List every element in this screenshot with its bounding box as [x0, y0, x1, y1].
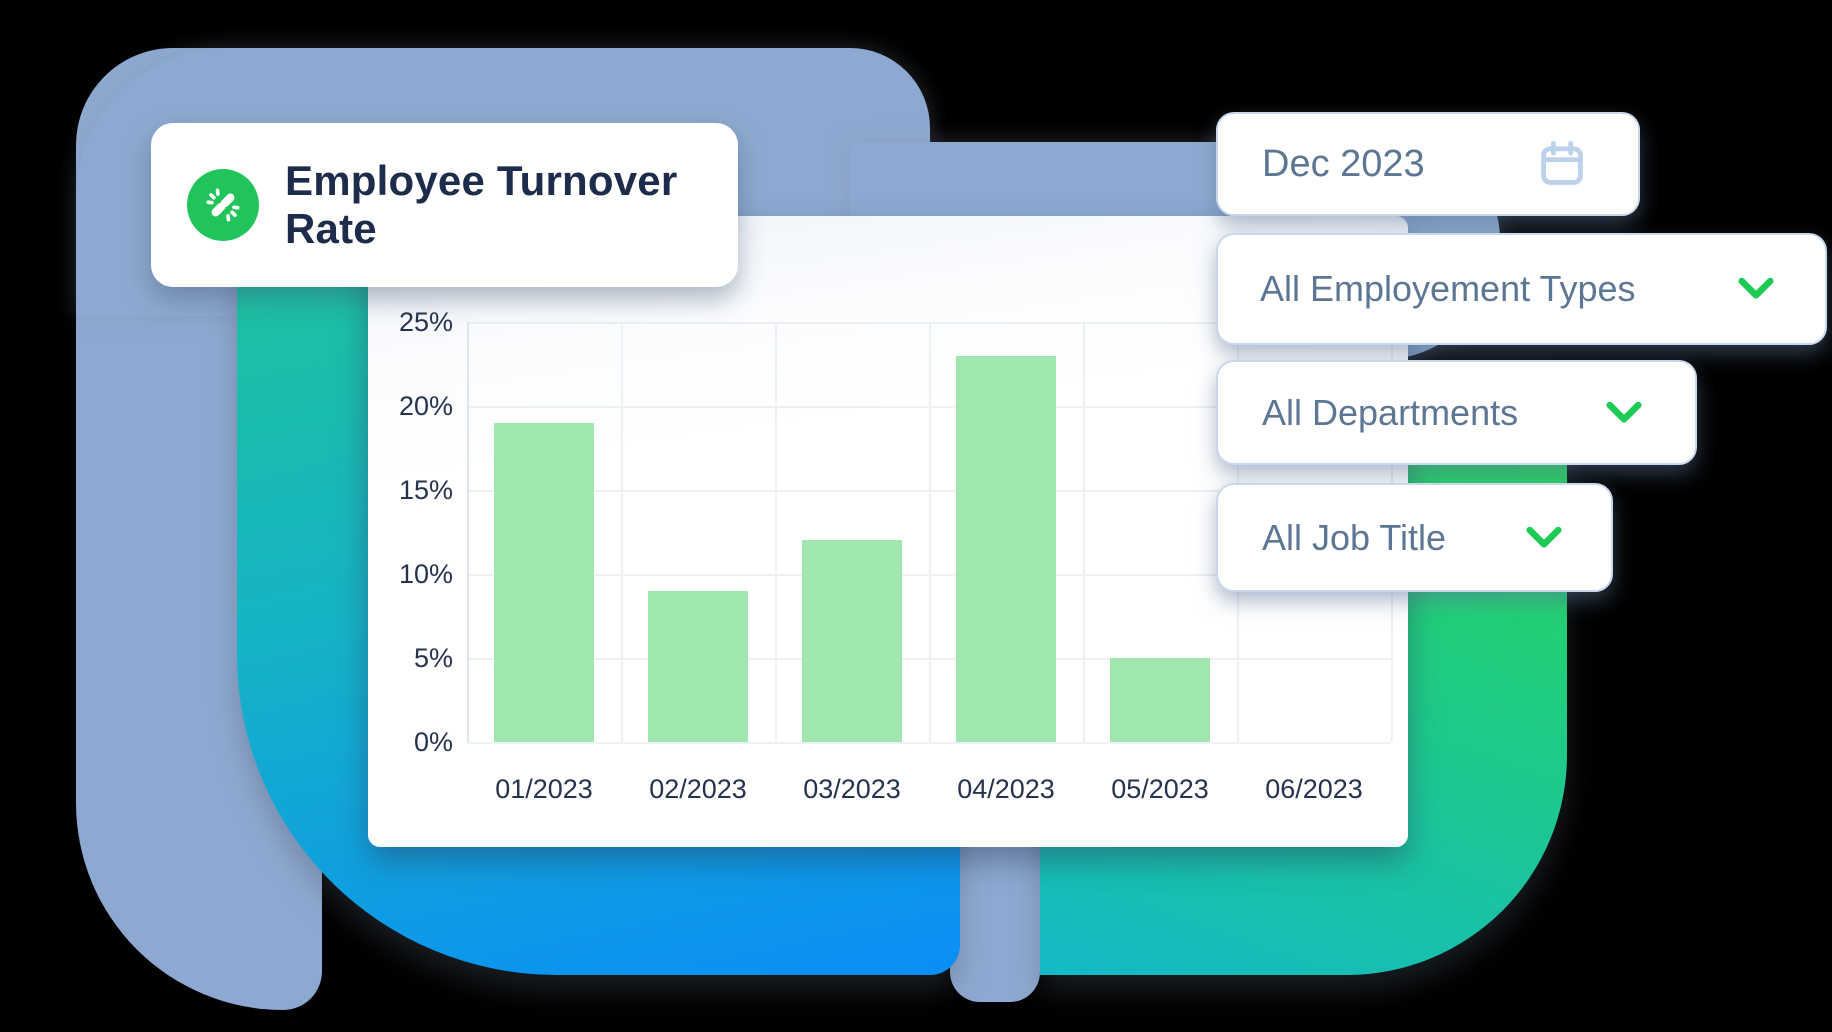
gridline-vertical: [621, 322, 623, 742]
y-tick-label: 25%: [398, 307, 453, 337]
gridline-vertical: [775, 322, 777, 742]
chevron-down-icon: [1738, 277, 1774, 299]
x-tick-label: 06/2023: [1265, 774, 1363, 804]
calendar-icon: [1541, 140, 1583, 185]
bar-chart: 25% 20% 15% 10% 5% 0% 01/2023 02/2023 03/2023 04/…: [368, 216, 1408, 847]
job-title-dropdown[interactable]: All Job Title: [1216, 483, 1613, 592]
x-tick-label: 03/2023: [803, 774, 901, 804]
x-tick-label: 04/2023: [957, 774, 1055, 804]
y-tick-label: 20%: [398, 391, 453, 421]
y-tick-label: 10%: [398, 559, 453, 589]
x-tick-label: 05/2023: [1111, 774, 1209, 804]
y-tick-label: 15%: [398, 475, 453, 505]
x-tick-label: 02/2023: [649, 774, 747, 804]
chart-bar: [648, 591, 748, 742]
employment-types-label: All Employement Types: [1260, 268, 1636, 309]
departments-label: All Departments: [1262, 391, 1519, 433]
date-filter-label: Dec 2023: [1262, 142, 1425, 185]
y-axis-line: [467, 322, 469, 742]
date-filter[interactable]: Dec 2023: [1216, 112, 1640, 216]
gridline-vertical: [929, 322, 931, 742]
page-title: Employee Turnover Rate: [285, 157, 678, 252]
chart-bar: [956, 356, 1056, 742]
x-tick-label: 01/2023: [495, 774, 593, 804]
employment-types-dropdown[interactable]: All Employement Types: [1216, 233, 1827, 345]
chart-bar: [802, 540, 902, 742]
gridline-horizontal: [467, 742, 1391, 744]
chevron-down-icon: [1526, 526, 1562, 548]
departments-dropdown[interactable]: All Departments: [1216, 360, 1697, 465]
chart-bar: [1110, 658, 1210, 742]
y-tick-label: 5%: [413, 643, 453, 673]
chevron-down-icon: [1606, 401, 1642, 423]
title-card: Employee Turnover Rate: [151, 123, 738, 287]
y-tick-label: 0%: [413, 727, 453, 757]
job-title-label: All Job Title: [1262, 516, 1447, 558]
broken-link-icon: [187, 169, 259, 241]
chart-bar: [494, 423, 594, 742]
gridline-vertical: [1083, 322, 1085, 742]
